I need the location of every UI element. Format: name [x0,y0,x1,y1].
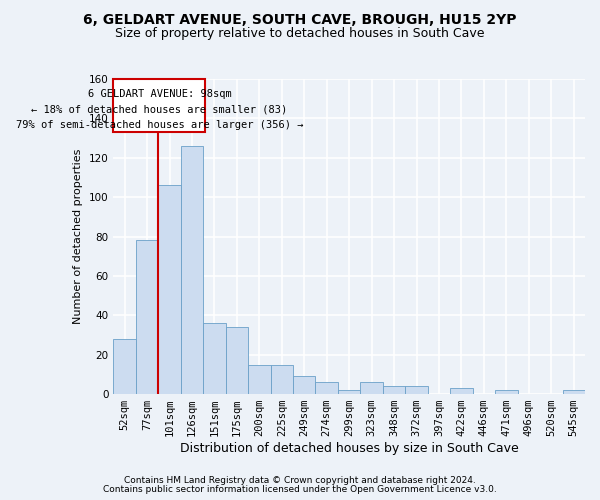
Bar [271,364,293,394]
Text: 79% of semi-detached houses are larger (356) →: 79% of semi-detached houses are larger (… [16,120,303,130]
Bar [406,386,428,394]
Bar [136,240,158,394]
Text: Size of property relative to detached houses in South Cave: Size of property relative to detached ho… [115,28,485,40]
Text: ← 18% of detached houses are smaller (83): ← 18% of detached houses are smaller (83… [31,105,287,115]
Bar [248,364,271,394]
Text: Contains HM Land Registry data © Crown copyright and database right 2024.: Contains HM Land Registry data © Crown c… [124,476,476,485]
Text: 6, GELDART AVENUE, SOUTH CAVE, BROUGH, HU15 2YP: 6, GELDART AVENUE, SOUTH CAVE, BROUGH, H… [83,12,517,26]
Y-axis label: Number of detached properties: Number of detached properties [73,149,83,324]
Bar [495,390,518,394]
Bar [158,186,181,394]
Bar [450,388,473,394]
Bar [113,339,136,394]
Bar [293,376,316,394]
Bar [203,323,226,394]
Bar [316,382,338,394]
Bar [563,390,585,394]
FancyBboxPatch shape [113,79,205,132]
Text: 6 GELDART AVENUE: 98sqm: 6 GELDART AVENUE: 98sqm [88,89,231,99]
Bar [361,382,383,394]
Bar [338,390,361,394]
Text: Contains public sector information licensed under the Open Government Licence v3: Contains public sector information licen… [103,485,497,494]
Bar [181,146,203,394]
Bar [383,386,406,394]
Bar [226,327,248,394]
X-axis label: Distribution of detached houses by size in South Cave: Distribution of detached houses by size … [180,442,518,455]
